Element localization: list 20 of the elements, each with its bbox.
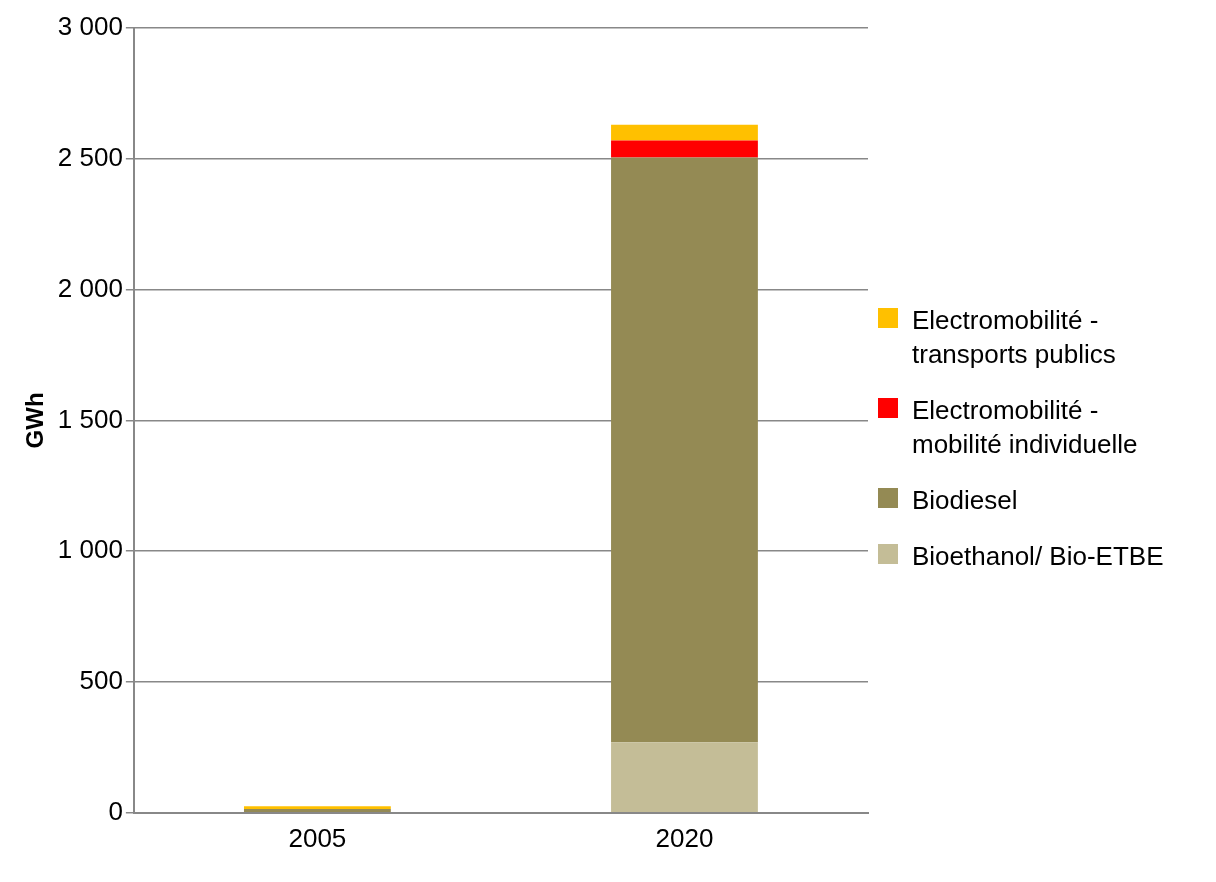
legend-label: Electromobilité - mobilité individuelle	[912, 394, 1139, 461]
y-tick-label: 1 500	[57, 403, 123, 434]
bar	[611, 124, 758, 141]
bar	[611, 742, 758, 813]
bar	[243, 808, 391, 813]
bar	[243, 806, 391, 809]
legend-label: Electromobilité - transports publics	[912, 304, 1117, 371]
y-tick-label: 3 000	[57, 11, 123, 42]
y-tick-label: 2 000	[57, 272, 123, 303]
legend-label: Biodiesel	[912, 484, 1018, 517]
y-tick-label: 500	[79, 665, 123, 696]
x-tick-label: 2005	[288, 822, 347, 853]
x-tick-label: 2020	[655, 822, 714, 853]
legend-label: Bioethanol/ Bio-ETBE	[912, 540, 1164, 573]
y-tick-label: 0	[108, 795, 123, 826]
y-axis-title: GWh	[21, 392, 49, 449]
bar	[611, 157, 758, 743]
y-tick-label: 1 000	[57, 534, 123, 565]
y-tick-label: 2 500	[57, 141, 123, 172]
bar	[611, 140, 758, 158]
